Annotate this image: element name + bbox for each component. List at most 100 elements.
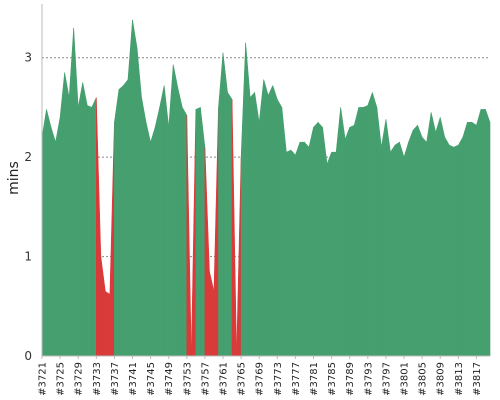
area-segment-3756 <box>200 107 206 357</box>
area-segment-3770 <box>263 79 269 357</box>
area-segment-3793 <box>367 92 373 357</box>
area-segment-3801 <box>403 142 409 357</box>
x-tick-label-3793: #3793 <box>363 362 374 396</box>
area-segment-3777 <box>295 142 301 357</box>
area-segment-3773 <box>277 98 283 357</box>
area-segment-3742 <box>136 47 142 357</box>
area-segment-3813 <box>458 136 464 357</box>
area-segment-3739 <box>123 78 129 357</box>
area-segment-3786 <box>335 107 341 357</box>
area-segment-3775 <box>286 149 292 357</box>
area-segment-3795 <box>376 107 382 357</box>
area-segment-3774 <box>281 107 287 357</box>
x-tick-label-3765: #3765 <box>237 362 248 396</box>
area-segment-3791 <box>358 107 364 357</box>
x-tick-label-3769: #3769 <box>255 362 266 396</box>
y-tick-label-1: 1 <box>24 250 32 264</box>
area-segment-3804 <box>417 125 423 357</box>
area-segment-3731 <box>86 104 93 357</box>
area-segment-3735 <box>105 290 111 357</box>
y-axis-label: mins <box>6 161 22 195</box>
area-segment-3748 <box>163 85 170 357</box>
area-segment-3760 <box>218 52 224 357</box>
area-segment-3805 <box>421 136 427 357</box>
area-segment-3807 <box>430 112 436 357</box>
x-tick-label-3781: #3781 <box>309 362 320 396</box>
area-segment-3734 <box>100 256 106 357</box>
area-segment-3721 <box>41 109 47 357</box>
area-segment-3759 <box>213 107 219 357</box>
area-segment-3776 <box>290 149 296 357</box>
area-segment-3763 <box>231 99 237 357</box>
x-tick-label-3773: #3773 <box>273 362 284 396</box>
area-segment-3815 <box>467 122 473 357</box>
area-segment-3788 <box>344 127 351 357</box>
area-segment-3819 <box>485 109 491 357</box>
area-segment-3725 <box>59 72 65 357</box>
x-tick-label-3777: #3777 <box>291 362 302 396</box>
area-segment-3743 <box>141 97 147 357</box>
area-segment-3778 <box>299 141 305 357</box>
area-segment-3724 <box>55 117 61 357</box>
x-tick-label-3721: #3721 <box>38 362 49 396</box>
area-segment-3814 <box>462 122 468 357</box>
area-segment-3744 <box>145 122 151 357</box>
area-segment-3753 <box>186 115 192 357</box>
area-segment-3768 <box>254 92 260 357</box>
area-segment-3732 <box>91 97 97 357</box>
area-segment-3794 <box>372 92 378 357</box>
area-segment-3817 <box>476 109 482 357</box>
area-segment-3803 <box>412 124 418 357</box>
x-tick-label-3737: #3737 <box>110 362 121 396</box>
y-tick-label-0: 0 <box>24 349 32 363</box>
area-segment-3762 <box>227 91 233 357</box>
x-tick-label-3785: #3785 <box>327 362 338 396</box>
area-segment-3767 <box>249 91 255 357</box>
area-segment-3790 <box>353 107 360 357</box>
area-segment-3723 <box>50 127 56 357</box>
area-segment-3752 <box>181 106 188 357</box>
x-tick-label-3729: #3729 <box>74 362 85 396</box>
area-segment-3733 <box>96 97 102 357</box>
area-segment-3809 <box>439 117 446 357</box>
area-segment-3789 <box>349 124 355 357</box>
axes <box>41 4 490 357</box>
area-segment-3750 <box>172 64 179 357</box>
area-segment-3785 <box>331 151 337 357</box>
x-tick-label-3809: #3809 <box>436 362 447 396</box>
area-segment-3751 <box>177 87 183 357</box>
area-segment-3764 <box>236 157 242 357</box>
area-segment-3806 <box>426 112 432 357</box>
area-segment-3792 <box>362 104 369 357</box>
x-tick-label-3757: #3757 <box>200 362 211 396</box>
x-tick-label-3745: #3745 <box>146 362 157 396</box>
area-segment-3761 <box>222 52 228 357</box>
area-segment-3746 <box>154 107 160 357</box>
area-segment-3799 <box>394 141 400 357</box>
area-segment-3783 <box>322 127 328 357</box>
x-tick-label-3753: #3753 <box>182 362 193 396</box>
area-segment-3769 <box>258 79 265 357</box>
y-tick-label-3: 3 <box>24 51 32 65</box>
area-segment-3818 <box>480 109 486 357</box>
area-segment-3728 <box>73 27 79 357</box>
area-segment-3741 <box>132 19 138 357</box>
area-segment-3787 <box>340 107 346 357</box>
area-segment-3755 <box>195 106 201 357</box>
area-segment-3765 <box>240 42 246 357</box>
x-tick-labels: #3721 #3725 #3729 #3733 #3737 #3741 #3745 #3749… <box>38 356 483 396</box>
area-segment-3808 <box>435 117 441 357</box>
area-segment-3802 <box>408 130 414 357</box>
x-tick-label-3741: #3741 <box>128 362 139 396</box>
y-tick-label-2: 2 <box>24 150 32 164</box>
area-segment-3726 <box>64 72 70 357</box>
area-segment-3727 <box>68 27 74 357</box>
area-segment-3771 <box>267 85 274 357</box>
area-segment-3779 <box>304 141 310 357</box>
area-segment-3810 <box>444 136 450 357</box>
x-tick-label-3725: #3725 <box>56 362 67 396</box>
duration-area <box>41 19 491 357</box>
x-tick-label-3761: #3761 <box>219 362 230 396</box>
area-segment-3745 <box>150 127 156 357</box>
